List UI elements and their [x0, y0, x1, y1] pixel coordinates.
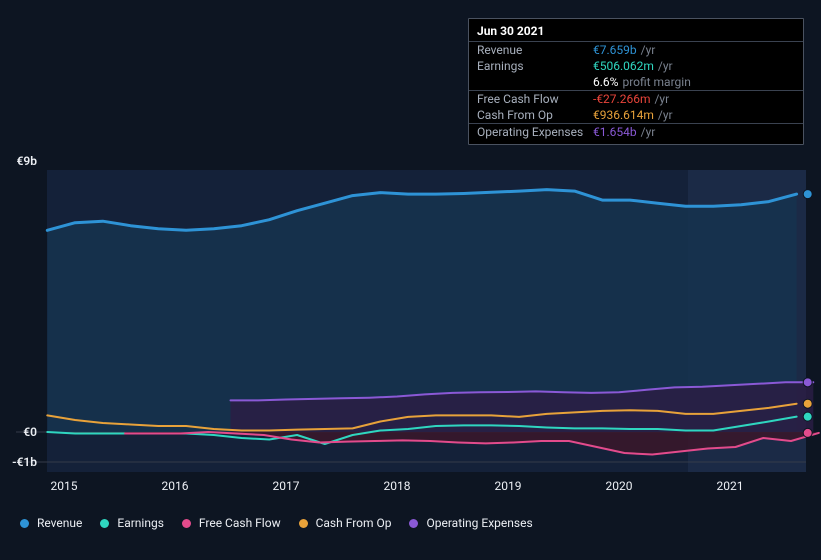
legend-dot-icon — [182, 519, 191, 528]
y-axis-label: -€1b — [12, 455, 37, 469]
tooltip-date: Jun 30 2021 — [469, 23, 803, 41]
tooltip-row: 6.6%profit margin — [469, 74, 803, 90]
legend-dot-icon — [20, 519, 29, 528]
tooltip-row-suffix: /yr — [658, 107, 673, 123]
tooltip-row: Free Cash Flow-€27.266m/yr — [469, 90, 803, 107]
tooltip-row-value: €7.659b — [593, 42, 637, 58]
legend-label: Revenue — [37, 516, 82, 530]
legend-item[interactable]: Earnings — [100, 516, 164, 530]
legend-label: Earnings — [117, 516, 164, 530]
tooltip-row-label: Free Cash Flow — [477, 91, 593, 107]
legend-dot-icon — [100, 519, 109, 528]
x-axis-label: 2019 — [495, 479, 522, 493]
legend-label: Operating Expenses — [426, 516, 532, 530]
x-axis-label: 2016 — [162, 479, 189, 493]
legend-item[interactable]: Operating Expenses — [409, 516, 532, 530]
tooltip-row-suffix: /yr — [654, 91, 669, 107]
x-axis-label: 2015 — [51, 479, 78, 493]
tooltip-row-value: €1.654b — [593, 124, 637, 140]
series-end-dot — [803, 190, 812, 199]
legend: Revenue Earnings Free Cash Flow Cash From O… — [20, 516, 533, 530]
tooltip-row-value: 6.6% — [593, 74, 618, 90]
series-end-dot — [803, 428, 812, 437]
tooltip-row-label: Earnings — [477, 58, 593, 74]
tooltip-row-value: €936.614m — [593, 107, 654, 123]
x-axis-label: 2017 — [273, 479, 300, 493]
tooltip-row-suffix: /yr — [658, 58, 673, 74]
legend-item[interactable]: Revenue — [20, 516, 82, 530]
tooltip-row-label: Operating Expenses — [477, 124, 593, 140]
legend-label: Cash From Op — [316, 516, 392, 530]
y-axis-label: €9b — [17, 154, 38, 168]
tooltip-row: Cash From Op€936.614m/yr — [469, 107, 803, 123]
legend-label: Free Cash Flow — [199, 516, 281, 530]
tooltip-row-value: €506.062m — [593, 58, 654, 74]
hover-tooltip: Jun 30 2021 Revenue€7.659b/yrEarnings€50… — [468, 18, 804, 145]
x-axis-label: 2018 — [384, 479, 411, 493]
series-end-dot — [803, 378, 812, 387]
series-end-dot — [803, 399, 812, 408]
tooltip-row: Operating Expenses€1.654b/yr — [469, 123, 803, 140]
series-end-dot — [803, 412, 812, 421]
x-axis-label: 2021 — [717, 479, 744, 493]
tooltip-row-label: Revenue — [477, 42, 593, 58]
legend-dot-icon — [409, 519, 418, 528]
y-axis-label: €0 — [23, 425, 37, 439]
legend-item[interactable]: Free Cash Flow — [182, 516, 281, 530]
tooltip-row-suffix: profit margin — [622, 74, 690, 90]
legend-dot-icon — [299, 519, 308, 528]
legend-item[interactable]: Cash From Op — [299, 516, 392, 530]
x-axis-label: 2020 — [606, 479, 633, 493]
tooltip-row: Revenue€7.659b/yr — [469, 41, 803, 58]
tooltip-row-suffix: /yr — [641, 42, 656, 58]
tooltip-row-value: -€27.266m — [593, 91, 650, 107]
tooltip-row-suffix: /yr — [641, 124, 656, 140]
tooltip-row: Earnings€506.062m/yr — [469, 58, 803, 74]
tooltip-row-label — [477, 74, 593, 90]
tooltip-row-label: Cash From Op — [477, 107, 593, 123]
